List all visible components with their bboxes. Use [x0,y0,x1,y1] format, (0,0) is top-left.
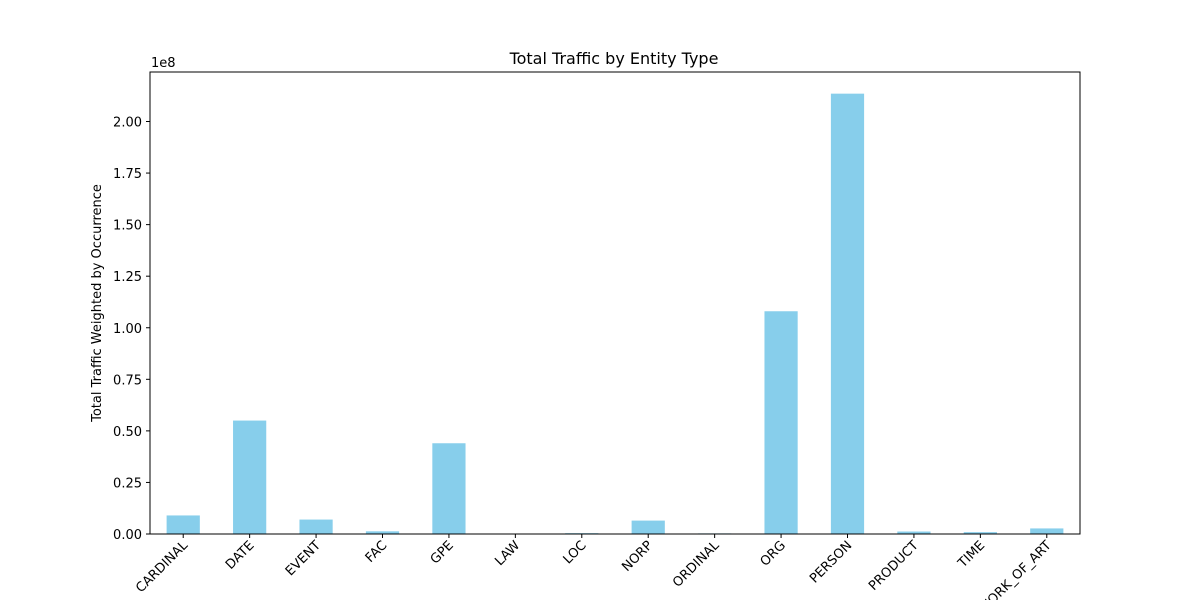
y-axis-offset-label: 1e8 [151,56,176,71]
y-axis-ticks: 0.00 0.25 0.50 0.75 1.00 1.25 1.50 1.75 2.00 [113,116,150,543]
chart-title: Total Traffic by Entity Type [509,49,719,68]
bar-work_of_art [1030,528,1064,534]
y-tick-label: 1.25 [113,270,142,285]
x-tick-label: NORP [619,538,656,575]
bar-product [897,531,931,534]
bars-group [166,93,1064,534]
y-tick-label: 1.50 [113,219,142,234]
bar-date [233,420,267,534]
x-tick-label: GPE [428,538,457,567]
bar-org [764,311,798,534]
x-tick-label: CARDINAL [133,538,191,596]
bar-norp [631,520,665,534]
y-axis-label: Total Traffic Weighted by Occurrence [90,184,105,423]
bar-time [963,532,997,534]
x-tick-label: ORG [758,538,789,569]
x-tick-label: EVENT [283,538,324,579]
bar-cardinal [166,515,200,534]
y-tick-label: 0.25 [113,476,142,491]
y-tick-label: 2.00 [113,116,142,131]
x-tick-label: FAC [363,538,391,566]
x-tick-label: LAW [492,538,523,569]
x-tick-label: WORK_OF_ART [976,538,1055,600]
y-tick-label: 0.75 [113,373,142,388]
x-tick-label: DATE [223,538,258,573]
x-tick-label: PERSON [807,538,855,586]
bar-event [299,519,333,534]
y-tick-label: 1.75 [113,167,142,182]
y-tick-label: 0.00 [113,528,142,543]
bar-person [830,93,865,534]
x-tick-label: TIME [955,538,988,571]
bar-fac [365,531,400,534]
y-tick-label: 1.00 [113,322,142,337]
bar-gpe [432,443,466,534]
x-axis-ticks: CARDINAL DATE EVENT FAC GPE LAW LOC NORP ORDINAL… [133,534,1055,600]
x-tick-label: ORDINAL [670,538,723,591]
y-tick-label: 0.50 [113,425,142,440]
x-tick-label: PRODUCT [866,538,922,594]
x-tick-label: LOC [561,538,590,567]
plot-area-frame [149,71,1081,535]
